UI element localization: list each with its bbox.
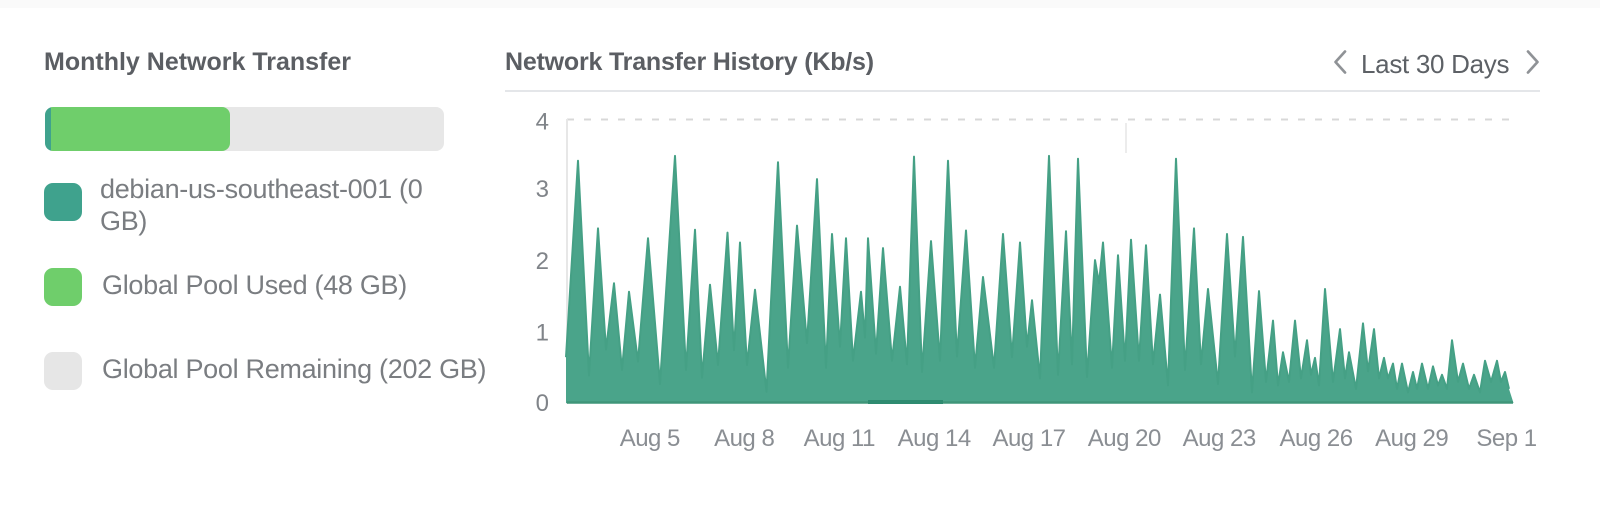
- svg-text:Aug 14: Aug 14: [898, 425, 971, 452]
- svg-text:Aug 11: Aug 11: [804, 425, 875, 452]
- svg-text:Aug 17: Aug 17: [992, 425, 1065, 452]
- svg-text:Aug 5: Aug 5: [620, 425, 680, 452]
- svg-text:Sep 1: Sep 1: [1476, 425, 1536, 452]
- svg-text:1: 1: [536, 319, 549, 346]
- svg-text:3: 3: [536, 176, 549, 203]
- svg-text:Aug 8: Aug 8: [714, 425, 774, 452]
- svg-text:Aug 23: Aug 23: [1183, 425, 1256, 452]
- svg-text:Aug 29: Aug 29: [1375, 425, 1448, 452]
- svg-text:2: 2: [536, 248, 549, 275]
- svg-text:Aug 26: Aug 26: [1280, 425, 1353, 452]
- svg-text:4: 4: [536, 108, 549, 135]
- svg-text:0: 0: [536, 390, 549, 417]
- svg-text:Aug 20: Aug 20: [1088, 425, 1161, 452]
